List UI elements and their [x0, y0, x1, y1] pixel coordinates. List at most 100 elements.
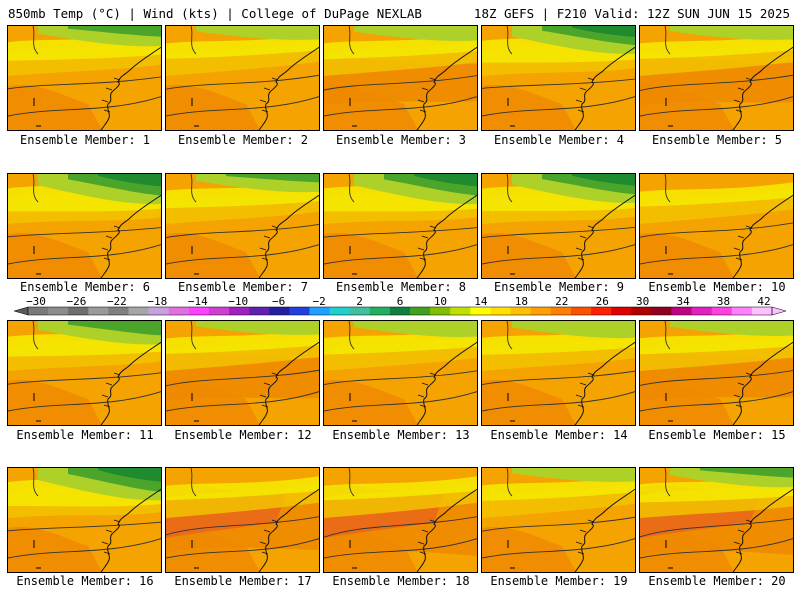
ensemble-panel-15: [639, 320, 794, 426]
colorbar-swatch: [651, 307, 672, 315]
ensemble-panel-7: [165, 173, 320, 279]
colorbar-swatch: [530, 307, 552, 315]
colorbar-swatch: [188, 307, 210, 315]
colorbar-tick-label: 30: [636, 296, 649, 308]
colorbar-right-arrow: [771, 306, 787, 316]
colorbar-swatch: [550, 307, 572, 315]
colorbar-swatch: [28, 307, 49, 315]
colorbar-swatch: [751, 307, 773, 315]
ensemble-member-label-16: Ensemble Member: 16: [16, 574, 154, 588]
header-title: 850mb Temp (°C) | Wind (kts) | College o…: [8, 6, 422, 21]
colorbar-swatch: [410, 307, 431, 315]
colorbar-tick-label: −10: [228, 296, 248, 308]
colorbar-tick-label: 22: [555, 296, 568, 308]
temperature-colorbar: −30 −26 −22 −18 −14 −10 −6 −2 2 6 10 14 18 22 26 30 34 38…: [13, 296, 787, 316]
ensemble-member-label-20: Ensemble Member: 20: [648, 574, 786, 588]
colorbar-tick-label: 10: [434, 296, 447, 308]
ensemble-member-label-15: Ensemble Member: 15: [648, 428, 786, 442]
colorbar-swatch: [68, 307, 89, 315]
ensemble-panel-20: [639, 467, 794, 573]
colorbar-swatch: [168, 307, 190, 315]
colorbar-swatch: [691, 307, 712, 315]
ensemble-panel-1: [7, 25, 162, 131]
colorbar-swatch: [329, 307, 351, 315]
header-valid-time: 18Z GEFS | F210 Valid: 12Z SUN JUN 15 20…: [473, 6, 790, 21]
colorbar-tick-label: −6: [272, 296, 285, 308]
colorbar-tick-label: 14: [474, 296, 488, 308]
colorbar-swatch: [430, 307, 451, 315]
ensemble-member-label-10: Ensemble Member: 10: [648, 280, 786, 294]
colorbar-tick-label: −22: [107, 296, 127, 308]
colorbar-swatch: [389, 307, 411, 315]
ensemble-member-label-14: Ensemble Member: 14: [490, 428, 628, 442]
ensemble-panel-16: [7, 467, 162, 573]
ensemble-panel-11: [7, 320, 162, 426]
colorbar-swatch: [631, 307, 652, 315]
colorbar-swatch: [611, 307, 632, 315]
colorbar-swatch: [249, 307, 270, 315]
ensemble-member-label-9: Ensemble Member: 9: [493, 280, 625, 294]
colorbar-tick-label: 38: [717, 296, 730, 308]
ensemble-member-label-7: Ensemble Member: 7: [177, 280, 309, 294]
colorbar-swatch: [671, 307, 692, 315]
ensemble-panel-18: [323, 467, 478, 573]
ensemble-panel-3: [323, 25, 478, 131]
ensemble-member-label-13: Ensemble Member: 13: [332, 428, 470, 442]
colorbar-swatch: [128, 307, 149, 315]
colorbar-swatch: [269, 307, 290, 315]
ensemble-panel-19: [481, 467, 636, 573]
colorbar-swatch: [450, 307, 471, 315]
colorbar-swatch: [731, 307, 753, 315]
colorbar-swatch: [570, 307, 592, 315]
ensemble-member-label-6: Ensemble Member: 6: [19, 280, 151, 294]
ensemble-member-label-18: Ensemble Member: 18: [332, 574, 470, 588]
ensemble-panel-10: [639, 173, 794, 279]
colorbar-swatch: [148, 307, 170, 315]
ensemble-panel-12: [165, 320, 320, 426]
colorbar-tick-label: 18: [515, 296, 528, 308]
ensemble-member-label-19: Ensemble Member: 19: [490, 574, 628, 588]
ensemble-panel-14: [481, 320, 636, 426]
colorbar-tick-label: 6: [397, 296, 404, 308]
ensemble-member-label-5: Ensemble Member: 5: [651, 133, 783, 147]
colorbar-swatch: [470, 307, 491, 315]
colorbar-tick-label: −14: [188, 296, 208, 308]
colorbar-swatch: [289, 307, 310, 315]
colorbar-swatch: [48, 307, 69, 315]
ensemble-member-label-17: Ensemble Member: 17: [174, 574, 312, 588]
colorbar-swatch: [108, 307, 129, 315]
colorbar-swatch: [711, 307, 733, 315]
colorbar-left-arrow: [13, 306, 29, 316]
ensemble-member-label-12: Ensemble Member: 12: [174, 428, 312, 442]
ensemble-panel-6: [7, 173, 162, 279]
colorbar-tick-label: 2: [356, 296, 363, 308]
ensemble-member-label-4: Ensemble Member: 4: [493, 133, 625, 147]
colorbar-tick-label: 26: [596, 296, 609, 308]
colorbar-swatch: [208, 307, 230, 315]
ensemble-panel-17: [165, 467, 320, 573]
colorbar-tick-label: −26: [67, 296, 87, 308]
colorbar-swatch: [349, 307, 371, 315]
ensemble-member-label-8: Ensemble Member: 8: [335, 280, 467, 294]
colorbar-swatch: [309, 307, 330, 315]
colorbar-swatch: [369, 307, 391, 315]
ensemble-panel-4: [481, 25, 636, 131]
ensemble-member-label-3: Ensemble Member: 3: [335, 133, 467, 147]
colorbar-swatch: [591, 307, 612, 315]
ensemble-panel-2: [165, 25, 320, 131]
colorbar-swatch: [229, 307, 250, 315]
colorbar-swatch: [88, 307, 109, 315]
colorbar-swatch: [490, 307, 511, 315]
ensemble-member-label-11: Ensemble Member: 11: [16, 428, 154, 442]
ensemble-panel-5: [639, 25, 794, 131]
ensemble-panel-9: [481, 173, 636, 279]
ensemble-panel-13: [323, 320, 478, 426]
colorbar-tick-label: 42: [757, 296, 770, 308]
colorbar-tick-label: −30: [26, 296, 46, 308]
ensemble-member-label-2: Ensemble Member: 2: [177, 133, 309, 147]
colorbar-tick-label: −18: [147, 296, 167, 308]
ensemble-panel-8: [323, 173, 478, 279]
colorbar-tick-label: −2: [312, 296, 325, 308]
ensemble-member-label-1: Ensemble Member: 1: [19, 133, 151, 147]
colorbar-swatch: [510, 307, 532, 315]
